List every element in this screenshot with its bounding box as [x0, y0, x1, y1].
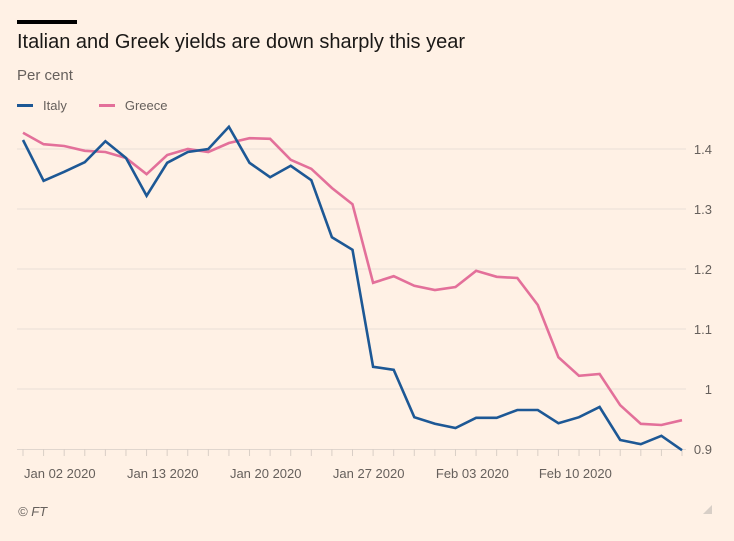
legend-swatch-greece — [98, 104, 115, 107]
chart-title: Italian and Greek yields are down sharpl… — [17, 31, 466, 53]
y-tick-label: 1 — [705, 382, 712, 397]
source-credit: © FT — [18, 504, 48, 519]
x-tick-label: Jan 27 2020 — [333, 466, 405, 481]
legend-label-greece: Greece — [124, 98, 168, 113]
series-line-italy — [21, 124, 683, 452]
chart-subtitle: Per cent — [17, 67, 73, 84]
legend-swatch-italy — [17, 104, 33, 107]
x-tick-label: Feb 03 2020 — [436, 466, 509, 481]
y-tick-label: 0.9 — [694, 442, 712, 457]
legend-item-greece: Greece — [98, 98, 168, 113]
y-tick-label: 1.4 — [694, 142, 712, 157]
y-tick-label: 1.1 — [694, 322, 712, 337]
title-bar-decoration — [17, 20, 77, 24]
y-tick-label: 1.2 — [694, 262, 712, 277]
legend-label-italy: Italy — [43, 98, 67, 113]
series-line-greece — [22, 131, 683, 427]
x-tick-label: Feb 10 2020 — [539, 466, 612, 481]
legend-item-italy: Italy — [17, 98, 67, 113]
y-tick-label: 1.3 — [694, 202, 712, 217]
x-tick-label: Jan 02 2020 — [24, 466, 96, 481]
x-tick-label: Jan 20 2020 — [230, 466, 302, 481]
resize-handle-icon[interactable] — [703, 505, 712, 514]
legend: Italy Greece — [17, 98, 167, 113]
x-tick-label: Jan 13 2020 — [127, 466, 199, 481]
